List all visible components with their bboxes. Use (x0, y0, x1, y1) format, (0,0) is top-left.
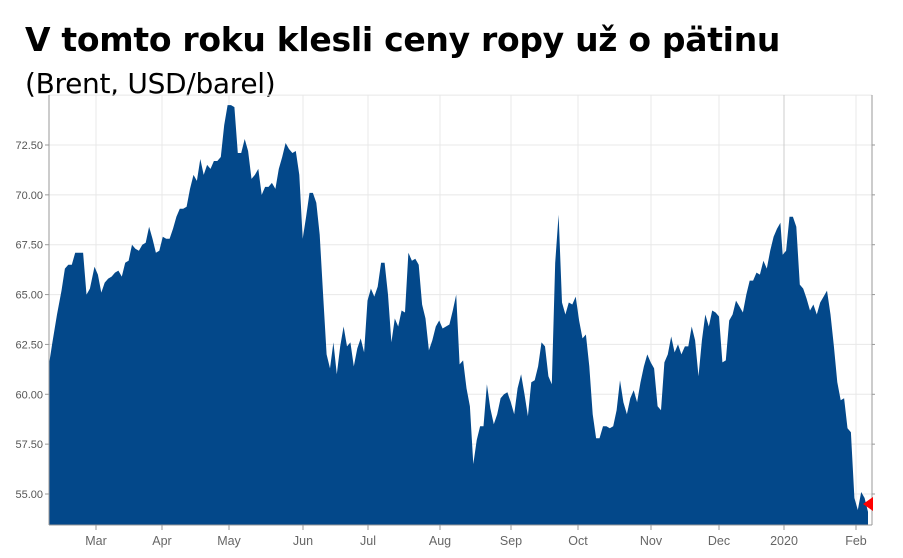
x-tick-label: Mar (85, 534, 107, 548)
y-axis-labels: 72.50 70.00 67.50 65.00 62.50 60.00 57.50 55.00 (15, 140, 43, 501)
y-tick-label: 65.00 (15, 290, 43, 302)
x-tick-label: Feb (845, 534, 867, 548)
y-tick-label: 62.50 (15, 339, 43, 351)
x-tick-label: Aug (429, 534, 451, 548)
x-tick-label: 2020 (770, 534, 798, 548)
x-tick-label: Apr (152, 534, 171, 548)
x-tick-label: May (217, 534, 241, 548)
y-tick-label: 57.50 (15, 439, 43, 451)
chart-title: V tomto roku klesli ceny ropy už o pätin… (25, 20, 781, 59)
chart-subtitle: (Brent, USD/barel) (25, 67, 276, 100)
x-tick-label: Oct (568, 534, 588, 548)
y-tick-label: 70.00 (15, 190, 43, 202)
y-tick-label: 60.00 (15, 389, 43, 401)
x-axis-labels: Mar Apr May Jun Jul Aug Sep Oct Nov Dec 2020 Feb (85, 534, 867, 548)
x-tick-label: Nov (640, 534, 663, 548)
price-area (49, 105, 868, 525)
last-value-marker-icon (863, 496, 873, 511)
x-tick-label: Jun (293, 534, 313, 548)
x-tick-label: Sep (500, 534, 522, 548)
y-tick-label: 67.50 (15, 240, 43, 252)
y-tick-label: 55.00 (15, 489, 43, 501)
x-tick-label: Jul (360, 534, 376, 548)
x-tick-label: Dec (708, 534, 730, 548)
y-tick-label: 72.50 (15, 140, 43, 152)
axes (45, 95, 875, 530)
